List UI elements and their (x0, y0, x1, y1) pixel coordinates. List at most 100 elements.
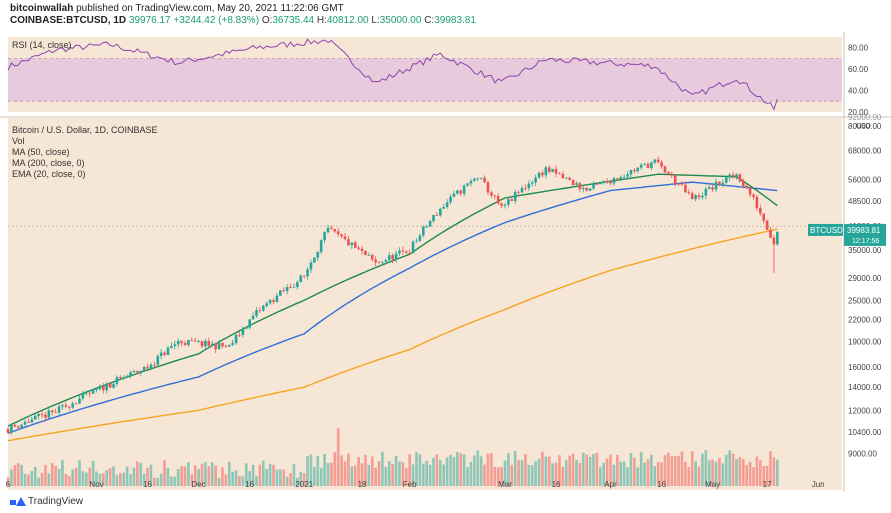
price-chart[interactable]: 80.00 60.00 40.00 20.00 80000.00 68000.00 5600… (0, 32, 891, 492)
ohlc-line: COINBASE:BTCUSD, 1D 39976.17 +3244.42 (+… (10, 15, 476, 26)
volume-bar (428, 464, 432, 486)
ma50-line (7, 181, 778, 434)
candle-body (718, 181, 721, 186)
volume-bar (61, 460, 64, 486)
candle-body (677, 183, 680, 185)
candle-body (452, 193, 456, 197)
volume-bar (496, 467, 500, 486)
candle-body (347, 239, 350, 246)
volume-bar (530, 465, 534, 486)
candle-body (530, 182, 534, 184)
candle-body (765, 220, 769, 230)
volume-bar (452, 456, 456, 486)
volume-bar (265, 468, 269, 486)
volume-bar (214, 465, 217, 486)
volume-bar (37, 477, 40, 486)
legend-ema20: EMA (20, close, 0) (12, 169, 86, 179)
candle-body (650, 162, 653, 169)
candle-body (609, 181, 612, 184)
candle-body (217, 342, 221, 350)
candle-body (129, 372, 132, 377)
volume-bar (752, 467, 755, 486)
candle-body (289, 287, 292, 288)
volume-bars (6, 428, 779, 486)
cropped-top-tick: 92000.00 (848, 113, 882, 122)
volume-bar (364, 455, 367, 486)
author-name[interactable]: bitcoinwallah (10, 3, 74, 14)
candle-body (108, 383, 112, 388)
current-price-box (844, 223, 886, 246)
volume-bar (347, 453, 350, 486)
volume-bar (285, 476, 289, 486)
volume-bar (507, 453, 510, 486)
candle-body (10, 424, 13, 433)
volume-bar (204, 462, 207, 486)
volume-bar (326, 463, 330, 486)
volume-bar (581, 452, 585, 486)
volume-bar (694, 461, 697, 486)
volume-bar (6, 477, 10, 486)
candle-body (132, 371, 136, 373)
volume-bar (227, 461, 231, 486)
candle-body (599, 182, 602, 185)
candle-body (125, 376, 129, 378)
candle-body (721, 182, 725, 186)
volume-bar (466, 467, 469, 486)
candle-body (210, 343, 214, 346)
volume-bar (687, 467, 691, 486)
candle-body (748, 187, 752, 195)
volume-bar (602, 462, 606, 486)
volume-bar (71, 469, 74, 486)
volume-bar (299, 471, 303, 486)
rsi-legend: RSI (14, close) (12, 40, 72, 51)
volume-bar (673, 456, 677, 486)
rsi-tick-label: 40.00 (848, 87, 869, 96)
volume-bar (520, 460, 524, 486)
candle-body (602, 181, 606, 183)
volume-bar (721, 463, 725, 486)
candle-body (697, 195, 701, 198)
volume-bar (513, 450, 517, 486)
volume-bar (262, 460, 265, 486)
x-tick-label: 16 (552, 480, 561, 489)
candle-body (554, 168, 558, 174)
volume-bar (125, 466, 129, 486)
volume-bar (493, 466, 497, 486)
volume-bar (500, 467, 503, 486)
candle-body (214, 343, 217, 350)
candle-body (520, 187, 524, 193)
volume-bar (74, 467, 78, 486)
candle-body (44, 414, 47, 418)
candle-body (33, 415, 37, 420)
volume-bar (343, 461, 347, 486)
candle-body (724, 177, 728, 183)
volume-bar (370, 456, 374, 486)
candle-body (418, 235, 422, 241)
price-tick-label: 12000.00 (848, 406, 882, 415)
volume-bar (646, 459, 650, 486)
candle-body (449, 196, 452, 203)
candle-body (391, 255, 394, 260)
candle-body (377, 262, 381, 264)
candle-body (244, 327, 248, 329)
volume-bar (741, 459, 745, 486)
volume-bar (234, 470, 238, 486)
candle-body (275, 295, 279, 302)
candle-body (84, 392, 88, 394)
price-tick-label: 56000.00 (848, 175, 882, 184)
candle-body (268, 300, 272, 304)
symbol-tag: BTCUSD (810, 226, 843, 235)
candle-body (394, 253, 398, 260)
volume-bar (547, 456, 551, 486)
legend-vol: Vol (12, 136, 25, 146)
volume-bar (248, 471, 251, 486)
volume-bar (748, 462, 752, 486)
candle-body (350, 242, 354, 246)
brand-name[interactable]: TradingView (28, 496, 84, 507)
candle-body (95, 389, 98, 390)
volume-bar (439, 460, 442, 486)
candle-body (459, 190, 463, 194)
price-tick-label: 9000.00 (848, 449, 877, 458)
candle-body (190, 340, 194, 341)
volume-bar (619, 461, 623, 486)
